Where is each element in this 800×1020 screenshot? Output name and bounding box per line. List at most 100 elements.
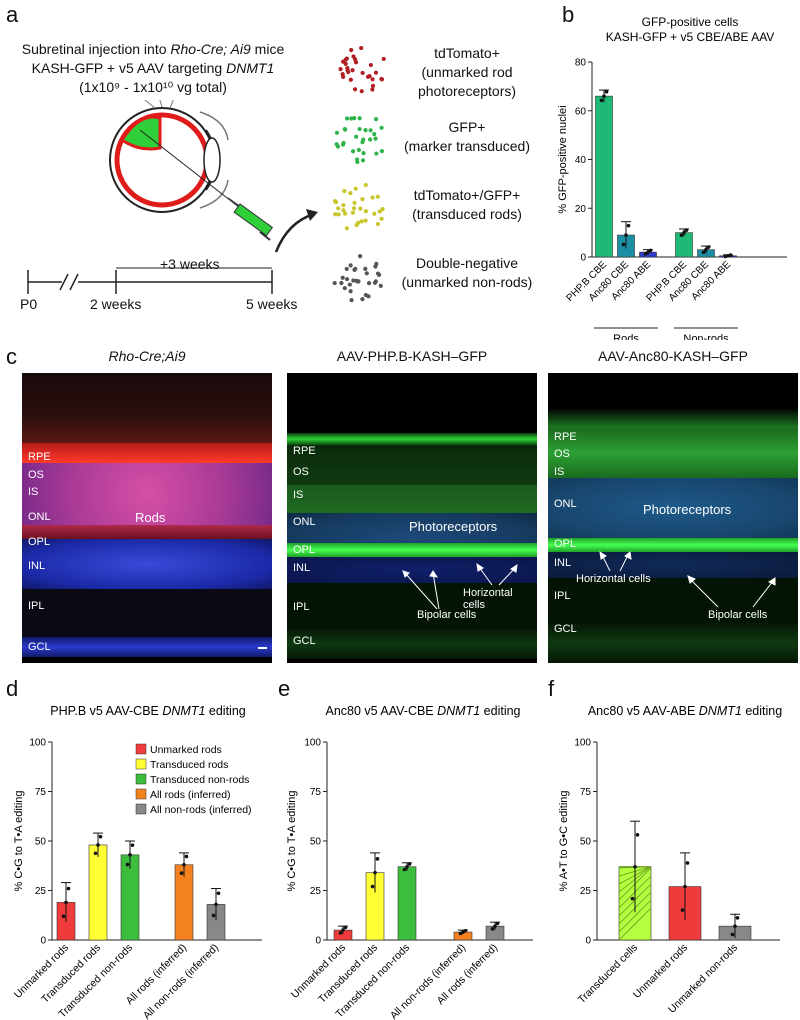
legend-tdtomato: tdTomato+ (unmarked rod photoreceptors) bbox=[392, 44, 542, 101]
cell-dot bbox=[361, 137, 366, 142]
data-point bbox=[402, 867, 407, 872]
cell-dot bbox=[373, 70, 379, 75]
cell-dot bbox=[333, 212, 338, 217]
data-point bbox=[338, 931, 343, 935]
photoreceptors-annotation: Photoreceptors bbox=[409, 519, 498, 534]
cell-dot bbox=[365, 74, 371, 79]
bipolar-cells-annotation: Bipolar cells bbox=[708, 609, 768, 621]
chart-d-phpb-cbe-editing: PHP.B v5 AAV-CBE DNMT1 editing 0 25 50 75 100… bbox=[12, 704, 262, 1020]
data-point bbox=[125, 862, 130, 867]
cell-dot bbox=[350, 210, 356, 215]
cell-dot bbox=[341, 203, 346, 208]
layer-label: OS bbox=[554, 448, 570, 460]
data-point bbox=[633, 864, 637, 869]
cell-dot bbox=[344, 56, 349, 61]
chart-title: Anc80 v5 AAV-CBE DNMT1 editing bbox=[325, 704, 520, 718]
cell-dot bbox=[368, 62, 373, 68]
data-point bbox=[602, 94, 606, 98]
layer-label: IS bbox=[28, 486, 39, 498]
cell-dot bbox=[377, 209, 382, 214]
cell-dot bbox=[368, 128, 373, 133]
cell-dot bbox=[336, 212, 341, 217]
timeline bbox=[27, 267, 273, 294]
layer-label: OPL bbox=[293, 544, 316, 556]
cell-dot bbox=[360, 197, 365, 202]
data-point bbox=[685, 861, 690, 865]
layer-label: IS bbox=[554, 466, 565, 478]
cell-dot bbox=[379, 125, 384, 130]
panel-label-a: a bbox=[6, 2, 19, 27]
bar bbox=[397, 866, 417, 941]
cell-dot bbox=[351, 206, 357, 211]
layer-label: INL bbox=[554, 557, 572, 569]
cell-dot bbox=[353, 186, 358, 191]
chart-title: GFP-positive cells bbox=[642, 15, 739, 29]
cell-dot bbox=[347, 282, 352, 287]
cell-dot bbox=[380, 207, 385, 212]
layer-label: GCL bbox=[554, 623, 577, 635]
layer-label: RPE bbox=[28, 451, 51, 463]
cell-dot bbox=[355, 159, 360, 165]
timeline-p0: P0 bbox=[20, 296, 38, 312]
cell-dot bbox=[363, 209, 368, 214]
y-tick-label: 25 bbox=[580, 886, 592, 897]
bar bbox=[88, 844, 108, 941]
legend-gfp: GFP+ (marker transduced) bbox=[392, 118, 542, 156]
cell-dot bbox=[357, 126, 362, 132]
annotation-arrows bbox=[402, 562, 518, 610]
data-point bbox=[599, 98, 604, 103]
injection-line: Subretinal injection into Rho-Cre; Ai9 m… bbox=[21, 41, 285, 57]
data-point bbox=[490, 927, 495, 931]
legend-swatch bbox=[135, 773, 147, 785]
y-tick-label: 100 bbox=[29, 738, 46, 749]
cell-dot bbox=[379, 148, 384, 154]
panel-label-c: c bbox=[6, 344, 17, 369]
cell-dot bbox=[360, 297, 365, 302]
cell-dot bbox=[336, 206, 341, 211]
micrograph-title-phpb: AAV-PHP.B-KASH–GFP bbox=[336, 348, 488, 364]
micrograph-title-ai9: Rho-Cre;Ai9 bbox=[108, 348, 186, 364]
data-point bbox=[93, 851, 98, 856]
cell-dot bbox=[342, 286, 347, 291]
layer-label: OPL bbox=[554, 538, 577, 550]
data-point bbox=[61, 914, 66, 919]
legend-double-positive-line1: tdTomato+/GFP+ bbox=[413, 187, 521, 203]
legend-label: Transduced rods bbox=[150, 759, 228, 771]
legend-double-positive: tdTomato+/GFP+ (transduced rods) bbox=[392, 186, 542, 224]
layer-label: GCL bbox=[28, 641, 51, 653]
cell-dot bbox=[373, 264, 378, 269]
y-axis-label: % C•G to T•A editing bbox=[286, 790, 298, 891]
data-point bbox=[648, 248, 653, 253]
x-tick-label: Transduced cells bbox=[576, 942, 640, 1006]
timeline-5weeks: 5 weeks bbox=[246, 296, 298, 312]
y-tick-label: 0 bbox=[315, 936, 321, 947]
chart-title: Anc80 v5 AAV-ABE DNMT1 editing bbox=[588, 704, 782, 718]
cell-dot bbox=[344, 226, 349, 231]
x-tick-label: Unmarked rods bbox=[12, 942, 71, 1001]
y-tick-label: 25 bbox=[310, 886, 322, 897]
y-tick-label: 40 bbox=[575, 155, 587, 166]
data-point bbox=[626, 223, 631, 228]
layer-label: OPL bbox=[28, 536, 51, 548]
y-tick-label: 0 bbox=[580, 253, 586, 264]
cell-dot bbox=[345, 68, 350, 73]
layer-label: INL bbox=[293, 562, 311, 574]
cell-dot bbox=[341, 140, 346, 146]
data-point bbox=[216, 891, 221, 896]
cell-dot bbox=[344, 277, 350, 282]
cell-dot bbox=[366, 280, 372, 286]
cell-dot bbox=[364, 271, 369, 276]
legend-label: All rods (inferred) bbox=[150, 789, 231, 801]
data-point bbox=[624, 233, 628, 237]
data-point bbox=[96, 843, 100, 847]
cell-dot bbox=[354, 134, 359, 139]
cell-dot bbox=[341, 74, 346, 80]
cell-dot bbox=[359, 219, 364, 224]
construct-line: KASH-GFP + v5 AAV targeting DNMT1 bbox=[31, 60, 275, 76]
cell-dot bbox=[340, 275, 345, 280]
scale-bar bbox=[258, 647, 267, 649]
data-point bbox=[128, 853, 132, 857]
layer-label: ONL bbox=[28, 511, 51, 523]
y-tick-label: 25 bbox=[35, 886, 47, 897]
